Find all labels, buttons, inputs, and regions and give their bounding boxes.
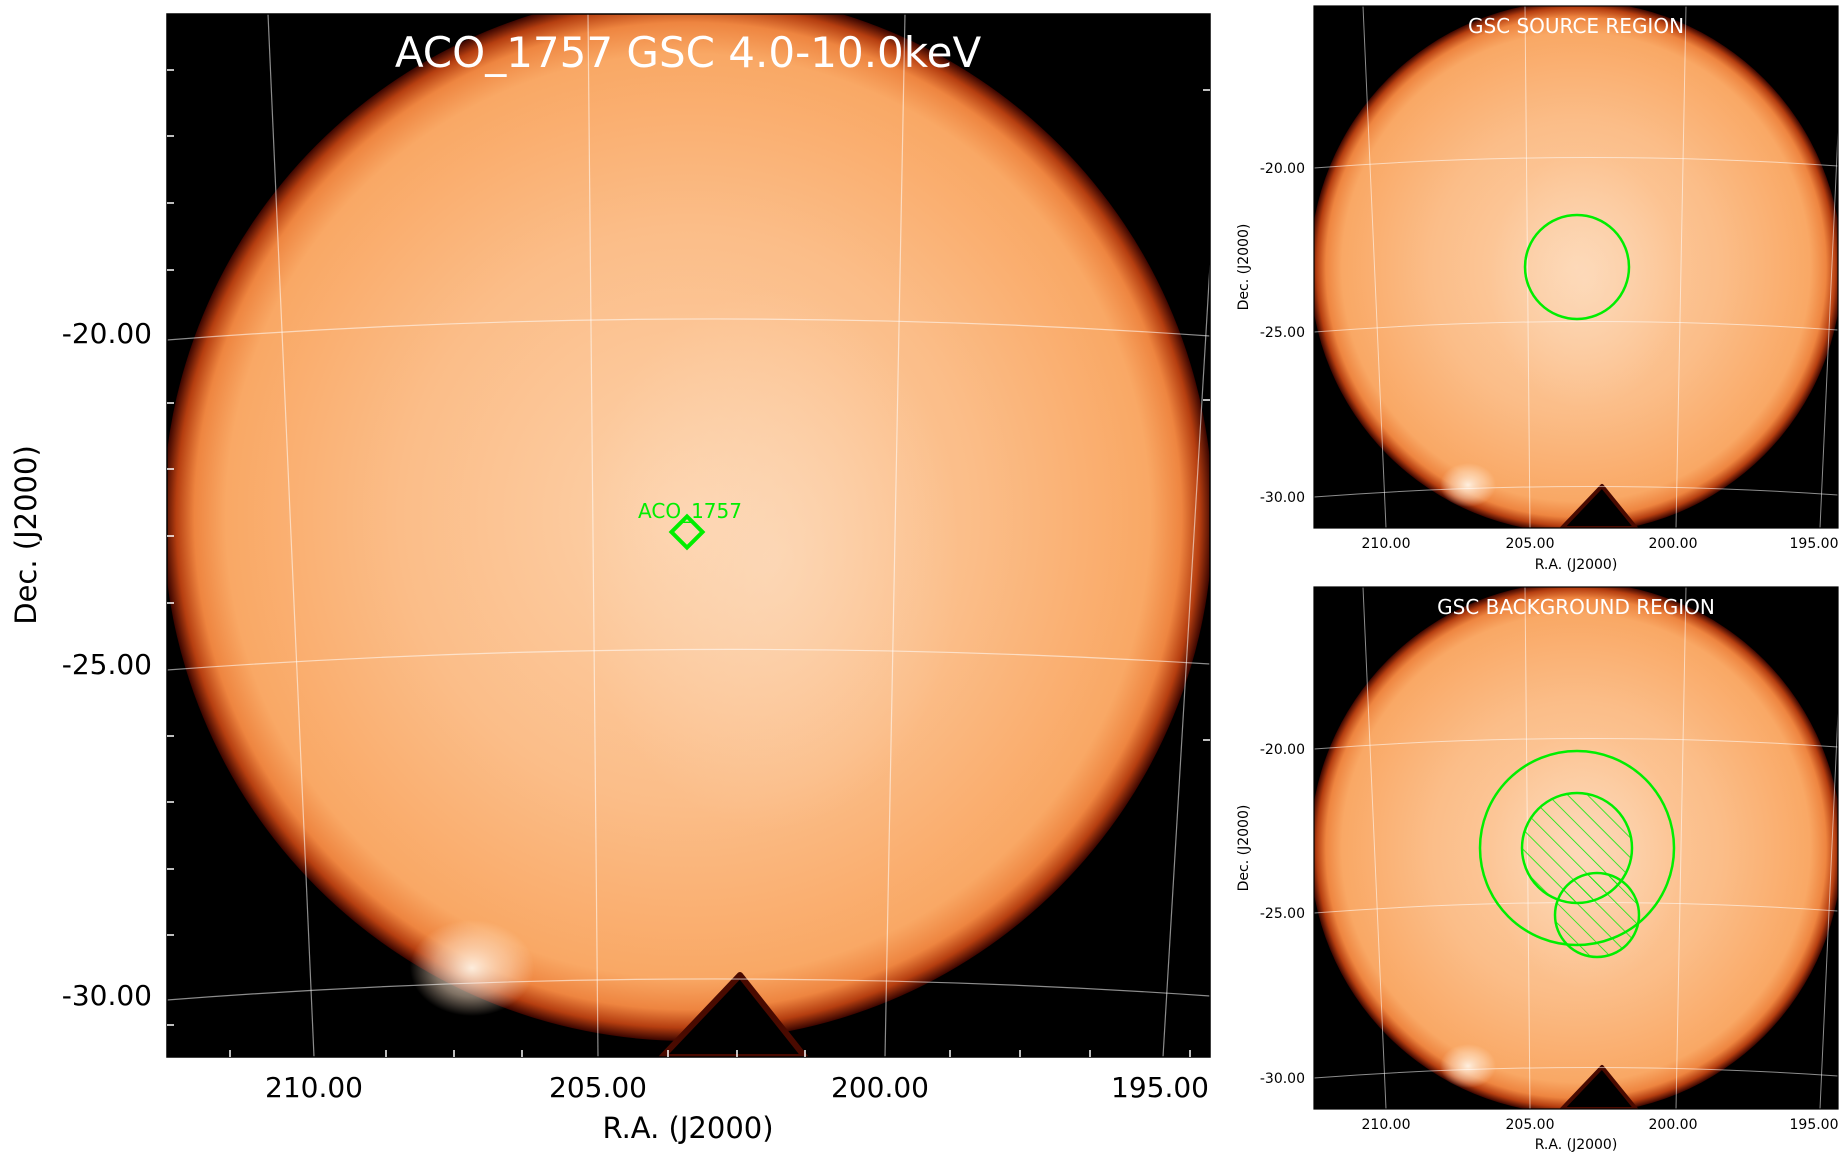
source-frame xyxy=(1313,5,1839,529)
source-xtick-4: 195.00 xyxy=(1790,536,1839,552)
source-xtick-2: 205.00 xyxy=(1506,536,1555,552)
background-region-panel: GSC BACKGROUND REGION -20.00 -25.00 -30.… xyxy=(1236,586,1839,1153)
background-ytick-1: -20.00 xyxy=(1260,742,1305,758)
main-xtick-3: 200.00 xyxy=(831,1071,929,1104)
source-marker[interactable] xyxy=(668,513,706,551)
source-ylabel: Dec. (J2000) xyxy=(1236,224,1252,311)
excluded-contaminant-circle[interactable] xyxy=(1553,871,1641,959)
source-region-circle[interactable] xyxy=(1523,213,1631,321)
main-xlabel: R.A. (J2000) xyxy=(602,1111,773,1145)
source-xtick-1: 210.00 xyxy=(1362,536,1411,552)
source-ytick-2: -25.00 xyxy=(1260,325,1305,341)
background-xlabel: R.A. (J2000) xyxy=(1535,1137,1618,1153)
source-xtick-3: 200.00 xyxy=(1649,536,1698,552)
background-xtick-3: 200.00 xyxy=(1649,1117,1698,1133)
source-grid xyxy=(1314,6,1838,528)
main-grid xyxy=(167,14,1210,1057)
background-xtick-1: 210.00 xyxy=(1362,1117,1411,1133)
main-tick-marks xyxy=(167,69,1210,1026)
background-ytick-2: -25.00 xyxy=(1260,906,1305,922)
main-xtick-4: 195.00 xyxy=(1111,1071,1209,1104)
background-xtick-4: 195.00 xyxy=(1790,1117,1839,1133)
main-ytick-3: -30.00 xyxy=(62,979,152,1012)
source-marker-label: ACO_1757 xyxy=(638,499,742,523)
main-ylabel: Dec. (J2000) xyxy=(9,445,43,625)
background-title: GSC BACKGROUND REGION xyxy=(1437,595,1715,619)
background-xtick-2: 205.00 xyxy=(1506,1117,1555,1133)
background-frame xyxy=(1313,586,1839,1110)
main-ytick-1: -20.00 xyxy=(62,317,152,350)
source-title: GSC SOURCE REGION xyxy=(1468,14,1684,38)
source-xlabel: R.A. (J2000) xyxy=(1535,557,1618,573)
main-tick-marks-bottom xyxy=(229,1050,1191,1057)
background-ylabel: Dec. (J2000) xyxy=(1236,805,1252,892)
source-image xyxy=(1314,6,1838,528)
source-ytick-3: -30.00 xyxy=(1260,490,1305,506)
main-image xyxy=(167,14,1210,1057)
main-panel: ACO_1757 GSC 4.0-10.0keV ACO_1757 -20.00… xyxy=(9,13,1211,1145)
background-ytick-3: -30.00 xyxy=(1260,1071,1305,1087)
main-xtick-2: 205.00 xyxy=(549,1071,647,1104)
source-region-panel: GSC SOURCE REGION -20.00 -25.00 -30.00 2… xyxy=(1236,5,1839,573)
main-title: ACO_1757 GSC 4.0-10.0keV xyxy=(395,28,982,77)
main-ytick-2: -25.00 xyxy=(62,648,152,681)
source-ytick-1: -20.00 xyxy=(1260,161,1305,177)
main-xtick-1: 210.00 xyxy=(265,1071,363,1104)
